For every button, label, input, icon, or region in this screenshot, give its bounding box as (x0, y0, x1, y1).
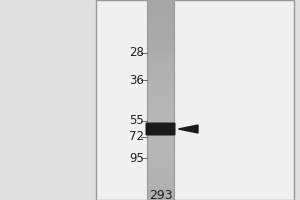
Bar (147, 177, 174, 180)
Bar (147, 27, 174, 30)
Bar (147, 190, 174, 193)
Text: 36: 36 (129, 73, 144, 86)
Bar (147, 123, 174, 127)
Bar (147, 60, 174, 63)
Bar (147, 150, 174, 153)
Polygon shape (178, 125, 198, 133)
Bar (147, 130, 174, 133)
Bar (147, 137, 174, 140)
Bar (147, 113, 174, 117)
Bar (147, 33, 174, 37)
Text: 72: 72 (129, 130, 144, 144)
Bar (147, 107, 174, 110)
Bar (147, 140, 174, 143)
Bar (147, 153, 174, 157)
Bar (147, 117, 174, 120)
Bar (147, 53, 174, 57)
Bar (147, 193, 174, 197)
Bar (147, 3, 174, 7)
FancyBboxPatch shape (146, 122, 176, 136)
Bar (147, 147, 174, 150)
Bar (147, 100, 174, 103)
Bar (147, 37, 174, 40)
Bar (147, 180, 174, 183)
Bar (147, 167, 174, 170)
Bar (147, 163, 174, 167)
Bar (147, 20, 174, 23)
Text: 95: 95 (129, 152, 144, 164)
Bar (147, 170, 174, 173)
Text: 293: 293 (149, 189, 172, 200)
Bar (147, 10, 174, 13)
Bar (147, 70, 174, 73)
Bar (147, 80, 174, 83)
Bar (147, 120, 174, 123)
Bar (147, 43, 174, 47)
Bar (147, 160, 174, 163)
Bar (147, 0, 174, 3)
Bar (147, 143, 174, 147)
Bar (147, 187, 174, 190)
Bar (147, 97, 174, 100)
Bar (147, 67, 174, 70)
Bar (147, 103, 174, 107)
Bar (147, 57, 174, 60)
Bar (147, 183, 174, 187)
Bar (147, 90, 174, 93)
Bar (147, 23, 174, 27)
Bar (96, 0, 294, 200)
Bar (147, 50, 174, 53)
Bar (147, 7, 174, 10)
Bar (147, 73, 174, 77)
Bar (147, 77, 174, 80)
Bar (147, 157, 174, 160)
Bar (147, 83, 174, 87)
Text: 28: 28 (129, 46, 144, 60)
Bar (147, 173, 174, 177)
Bar (147, 127, 174, 130)
Bar (147, 93, 174, 97)
Bar (147, 40, 174, 43)
Bar (147, 30, 174, 33)
Bar (147, 133, 174, 137)
Bar (147, 110, 174, 113)
Bar (147, 63, 174, 67)
Bar (147, 87, 174, 90)
Bar (147, 197, 174, 200)
Text: 55: 55 (129, 114, 144, 128)
Bar (147, 47, 174, 50)
Bar (147, 17, 174, 20)
Bar (147, 13, 174, 17)
